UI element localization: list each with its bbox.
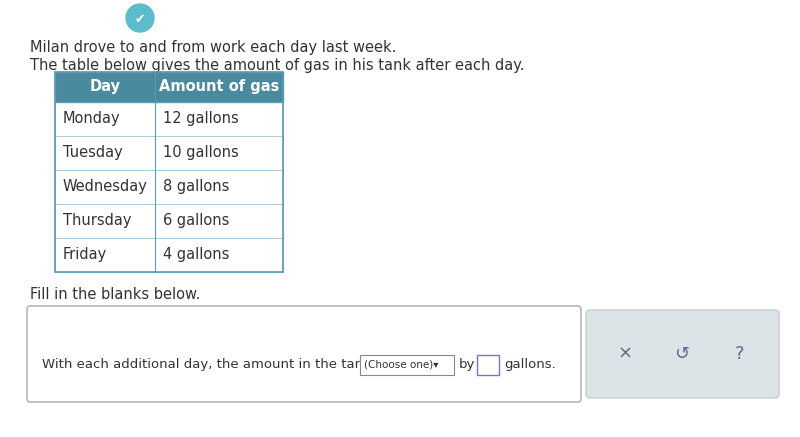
Text: Amount of gas: Amount of gas	[159, 80, 279, 94]
Text: 10 gallons: 10 gallons	[163, 146, 238, 160]
Text: Friday: Friday	[63, 247, 107, 263]
Text: ✔: ✔	[134, 13, 146, 25]
Text: 12 gallons: 12 gallons	[163, 111, 238, 126]
Text: Monday: Monday	[63, 111, 121, 126]
Text: Fill in the blanks below.: Fill in the blanks below.	[30, 287, 200, 302]
Text: 4 gallons: 4 gallons	[163, 247, 230, 263]
Text: The table below gives the amount of gas in his tank after each day.: The table below gives the amount of gas …	[30, 58, 525, 73]
Circle shape	[126, 4, 154, 32]
Bar	[55, 170, 283, 204]
Text: gallons.: gallons.	[504, 358, 556, 371]
Text: Milan drove to and from work each day last week.: Milan drove to and from work each day la…	[30, 40, 396, 55]
FancyBboxPatch shape	[27, 306, 581, 402]
FancyBboxPatch shape	[360, 355, 454, 375]
FancyBboxPatch shape	[477, 355, 499, 375]
Text: Tuesday: Tuesday	[63, 146, 122, 160]
Text: ↺: ↺	[674, 345, 690, 363]
Bar	[55, 136, 283, 170]
Text: ×: ×	[618, 345, 633, 363]
Text: by: by	[459, 358, 475, 371]
FancyBboxPatch shape	[586, 310, 779, 398]
Text: Wednesday: Wednesday	[63, 180, 148, 194]
Text: Thursday: Thursday	[63, 214, 131, 229]
Bar	[55, 238, 283, 272]
Bar	[55, 72, 283, 272]
Text: With each additional day, the amount in the tank: With each additional day, the amount in …	[42, 358, 371, 371]
Text: (Choose one)▾: (Choose one)▾	[364, 360, 438, 370]
Text: Day: Day	[90, 80, 121, 94]
Text: 8 gallons: 8 gallons	[163, 180, 230, 194]
Bar	[55, 72, 283, 102]
Text: 6 gallons: 6 gallons	[163, 214, 230, 229]
Bar	[55, 204, 283, 238]
Text: ?: ?	[734, 345, 744, 363]
Bar	[55, 102, 283, 136]
